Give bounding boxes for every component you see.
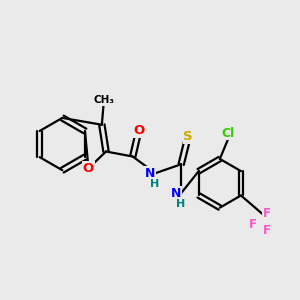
Text: O: O (83, 162, 94, 175)
Text: S: S (183, 130, 193, 143)
Text: H: H (176, 200, 185, 209)
Text: CH₃: CH₃ (93, 95, 114, 105)
Text: F: F (249, 218, 257, 231)
Text: F: F (263, 207, 271, 220)
Text: F: F (263, 224, 271, 237)
Text: O: O (133, 124, 144, 137)
Text: Cl: Cl (221, 127, 235, 140)
Text: H: H (150, 179, 159, 190)
Text: N: N (145, 167, 155, 180)
Text: N: N (171, 187, 181, 200)
